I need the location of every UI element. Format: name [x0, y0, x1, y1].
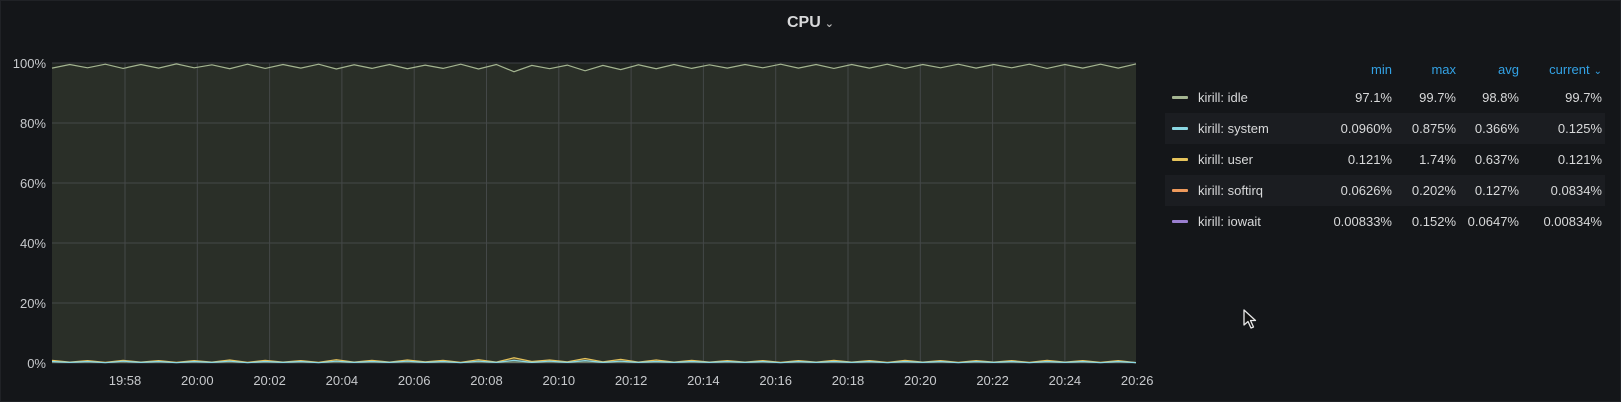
legend-rows: kirill: idle 97.1% 99.7% 98.8% 99.7% kir… [1165, 82, 1605, 237]
legend-row-softirq[interactable]: kirill: softirq 0.0626% 0.202% 0.127% 0.… [1165, 175, 1605, 206]
x-tick-label: 20:18 [832, 373, 865, 388]
x-tick-label: 20:02 [253, 373, 286, 388]
y-tick-label: 60% [20, 176, 46, 191]
series-max: 0.875% [1411, 121, 1456, 136]
legend-header: min max avg current ⌄ [1165, 58, 1605, 82]
legend-row-iowait[interactable]: kirill: iowait 0.00833% 0.152% 0.0647% 0… [1165, 206, 1605, 237]
legend-row-user[interactable]: kirill: user 0.121% 1.74% 0.637% 0.121% [1165, 144, 1605, 175]
series-current: 0.0834% [1550, 183, 1602, 198]
legend-header-min[interactable]: min [1371, 62, 1392, 77]
series-min: 97.1% [1355, 90, 1392, 105]
series-name[interactable]: kirill: iowait [1198, 214, 1261, 229]
plot-area [52, 63, 1136, 363]
mouse-cursor-icon [1243, 309, 1257, 329]
series-max: 99.7% [1419, 90, 1456, 105]
legend-header-current[interactable]: current ⌄ [1522, 62, 1602, 77]
series-color-swatch[interactable] [1172, 158, 1188, 161]
series-name[interactable]: kirill: user [1198, 152, 1253, 167]
y-tick-label: 40% [20, 236, 46, 251]
legend-header-avg[interactable]: avg [1498, 62, 1519, 77]
x-tick-label: 20:12 [615, 373, 648, 388]
series-max: 0.152% [1411, 214, 1456, 229]
panel-title[interactable]: CPU ⌄ [0, 14, 1621, 32]
series-avg: 0.637% [1474, 152, 1519, 167]
series-name[interactable]: kirill: softirq [1198, 183, 1264, 198]
x-tick-label: 20:26 [1121, 373, 1154, 388]
series-color-swatch[interactable] [1172, 96, 1188, 99]
chevron-down-icon[interactable]: ⌄ [824, 18, 834, 30]
legend-header-max[interactable]: max [1431, 62, 1456, 77]
series-min: 0.121% [1347, 152, 1392, 167]
x-tick-label: 19:58 [109, 373, 142, 388]
legend-row-idle[interactable]: kirill: idle 97.1% 99.7% 98.8% 99.7% [1165, 82, 1605, 113]
x-tick-label: 20:22 [976, 373, 1009, 388]
x-tick-label: 20:20 [904, 373, 937, 388]
legend-table: min max avg current ⌄ kirill: idle 97.1% … [1165, 58, 1605, 237]
y-tick-label: 20% [20, 296, 46, 311]
series-max: 0.202% [1411, 183, 1456, 198]
x-tick-label: 20:08 [470, 373, 503, 388]
series-color-swatch[interactable] [1172, 127, 1188, 130]
series-avg: 0.366% [1474, 121, 1519, 136]
series-area [52, 63, 1136, 364]
series-current: 0.125% [1557, 121, 1602, 136]
y-tick-label: 80% [20, 116, 46, 131]
x-tick-label: 20:06 [398, 373, 431, 388]
legend-row-system[interactable]: kirill: system 0.0960% 0.875% 0.366% 0.1… [1165, 113, 1605, 144]
x-tick-label: 20:16 [759, 373, 792, 388]
series-avg: 0.0647% [1467, 214, 1519, 229]
series-line [51, 63, 1137, 73]
y-tick-label: 0% [27, 356, 46, 371]
x-tick-label: 20:10 [543, 373, 576, 388]
sort-chevron-icon: ⌄ [1593, 66, 1602, 77]
series-min: 0.0626% [1340, 183, 1392, 198]
series-current: 0.00834% [1543, 214, 1602, 229]
x-tick-label: 20:04 [326, 373, 359, 388]
series-name[interactable]: kirill: idle [1198, 90, 1248, 105]
series-color-swatch[interactable] [1172, 220, 1188, 223]
series-avg: 0.127% [1474, 183, 1519, 198]
x-tick-label: 20:24 [1049, 373, 1082, 388]
series-current: 0.121% [1557, 152, 1602, 167]
y-tick-label: 100% [13, 56, 47, 71]
series-avg: 98.8% [1482, 90, 1519, 105]
series-line [51, 359, 1137, 364]
panel-title-text[interactable]: CPU [787, 14, 821, 31]
series-min: 0.0960% [1340, 121, 1392, 136]
series-min: 0.00833% [1333, 214, 1392, 229]
legend-header-current-label[interactable]: current [1549, 62, 1590, 77]
x-tick-label: 20:14 [687, 373, 720, 388]
series-max: 1.74% [1419, 152, 1456, 167]
series-color-swatch[interactable] [1172, 189, 1188, 192]
series-name[interactable]: kirill: system [1198, 121, 1269, 136]
x-tick-label: 20:00 [181, 373, 214, 388]
series-current: 99.7% [1565, 90, 1602, 105]
